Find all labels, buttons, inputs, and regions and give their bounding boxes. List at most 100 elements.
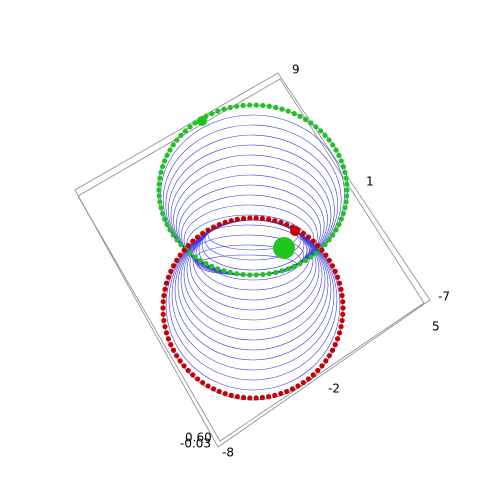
curve-family bbox=[157, 104, 349, 401]
ring-dot bbox=[227, 269, 233, 276]
ring-dot bbox=[253, 102, 259, 108]
ring-dot bbox=[160, 311, 166, 317]
ring-dot bbox=[187, 250, 193, 256]
ring-dot bbox=[216, 221, 222, 228]
ring-dot bbox=[315, 367, 321, 374]
axis-label: -8 bbox=[222, 446, 234, 460]
ring-dot bbox=[344, 187, 350, 193]
ring-dot bbox=[266, 103, 272, 109]
ring-dot bbox=[260, 271, 266, 278]
ring-dot bbox=[161, 292, 167, 299]
ring-dot bbox=[216, 388, 222, 395]
ring-dot bbox=[338, 216, 344, 222]
axis-label: -7 bbox=[438, 290, 450, 304]
ring-dot bbox=[234, 216, 240, 222]
ring-dot bbox=[330, 142, 336, 148]
ring-dot bbox=[227, 104, 233, 111]
ring-dot bbox=[156, 193, 162, 199]
ring-dot bbox=[240, 215, 247, 222]
ring-dot bbox=[260, 102, 266, 109]
ring-dot bbox=[160, 210, 166, 217]
ring-dot bbox=[222, 219, 228, 226]
ring-dot bbox=[310, 372, 316, 378]
ring-dot bbox=[170, 347, 177, 353]
ring-dot bbox=[289, 386, 296, 392]
ring-dot bbox=[297, 113, 303, 119]
ring-dot bbox=[318, 128, 324, 134]
ring-dot bbox=[160, 299, 166, 305]
ring-dot bbox=[278, 390, 284, 397]
ring-dot bbox=[322, 242, 328, 248]
ring-dot bbox=[203, 261, 209, 267]
ring-dot bbox=[333, 227, 339, 233]
ring-dot bbox=[339, 292, 345, 299]
ring-dot bbox=[266, 216, 272, 222]
ring-dot bbox=[338, 158, 344, 164]
ring-dot bbox=[160, 305, 166, 311]
ring-dot bbox=[336, 330, 343, 336]
box-back bbox=[77, 78, 425, 442]
green-sphere bbox=[273, 237, 295, 259]
ring-dot bbox=[215, 108, 221, 114]
ring-dot bbox=[222, 390, 228, 397]
ring-dot bbox=[174, 137, 180, 143]
ring-dot bbox=[329, 263, 336, 269]
ring-dot bbox=[259, 215, 266, 222]
ring-dot bbox=[197, 257, 204, 264]
ring-dot bbox=[319, 247, 325, 253]
ring-dot bbox=[343, 199, 349, 205]
ring-dot bbox=[247, 215, 253, 221]
ring-dot bbox=[273, 104, 279, 111]
ring-dot bbox=[295, 383, 301, 389]
ring-dot bbox=[174, 353, 180, 359]
ring-dot bbox=[162, 216, 168, 222]
ring-dot bbox=[340, 210, 346, 217]
ring-dot bbox=[162, 158, 168, 164]
ring-dot bbox=[308, 120, 314, 126]
ring-dot bbox=[305, 234, 312, 240]
ring-dot bbox=[266, 394, 272, 400]
ring-dot bbox=[340, 299, 346, 305]
ring-dot bbox=[182, 128, 188, 134]
ring-dot bbox=[330, 232, 336, 238]
ring-dot bbox=[174, 237, 180, 243]
ring-dot bbox=[167, 147, 173, 153]
ring-dot bbox=[177, 252, 183, 258]
red-point bbox=[290, 226, 300, 236]
ring-dot bbox=[266, 271, 272, 277]
ring-dot bbox=[313, 250, 319, 256]
ring-dot bbox=[174, 257, 180, 263]
ring-dot bbox=[340, 311, 346, 317]
ring-dot bbox=[167, 227, 173, 233]
ring-dot bbox=[215, 266, 221, 272]
axis-label: 1 bbox=[366, 175, 374, 189]
ring-dot bbox=[187, 124, 193, 130]
ring-dot bbox=[234, 271, 240, 277]
green-point bbox=[197, 116, 207, 126]
ring-dot bbox=[156, 181, 162, 187]
ring-dot bbox=[284, 221, 290, 228]
ring-dot bbox=[181, 247, 187, 253]
ring-dot bbox=[158, 205, 164, 211]
ring-dot bbox=[336, 152, 342, 159]
ring-dot bbox=[332, 342, 338, 348]
ring-dot bbox=[291, 263, 297, 269]
axis-label: 0.60 bbox=[185, 431, 212, 445]
ring-dot bbox=[221, 268, 227, 274]
ring-dot bbox=[343, 175, 349, 181]
ring-dot bbox=[336, 221, 342, 228]
ring-dot bbox=[308, 254, 314, 260]
ring-dot bbox=[234, 103, 240, 109]
ring-dot bbox=[344, 193, 350, 199]
ring-dot bbox=[234, 394, 240, 400]
ring-dot bbox=[319, 363, 325, 369]
ring-dot bbox=[272, 392, 278, 398]
ring-dot bbox=[334, 336, 341, 342]
ring-dot bbox=[190, 238, 196, 244]
ring-dot bbox=[344, 181, 350, 187]
ring-dot bbox=[157, 175, 163, 181]
ring-dot bbox=[247, 272, 253, 278]
axis-label: 5 bbox=[432, 320, 440, 334]
ring-dot bbox=[279, 268, 285, 274]
